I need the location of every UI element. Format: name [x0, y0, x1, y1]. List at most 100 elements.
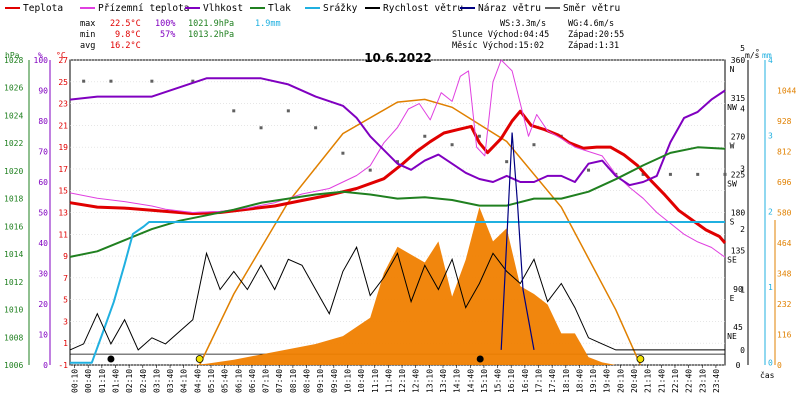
pct-tick-label: 50: [38, 209, 48, 218]
time-tick-label: 18:10: [562, 369, 571, 393]
temp-tick-label: 15: [58, 187, 68, 196]
time-tick-label: 12:40: [412, 369, 421, 393]
time-tick-label: 00:40: [84, 369, 93, 393]
time-tick-label: 20:40: [630, 369, 639, 393]
series-line-tlak: [69, 146, 726, 258]
time-tick-label: 12:10: [398, 369, 407, 393]
time-tick-label: 20:10: [616, 369, 625, 393]
plot-series: [69, 59, 727, 366]
wind-direction-point: [396, 160, 399, 164]
hpa-tick-label: 1012: [4, 278, 23, 287]
pct-tick-label: 30: [38, 270, 48, 279]
dir-tick-label: NE: [727, 332, 737, 341]
solar-radiation-area: [70, 207, 725, 365]
wm2-tick-label: 580: [777, 209, 792, 218]
time-tick-label: 23:40: [712, 369, 721, 393]
wind-direction-point: [505, 160, 509, 164]
time-tick-label: 19:10: [589, 369, 598, 393]
wind-direction-point: [450, 143, 454, 147]
time-tick-label: 09:40: [330, 369, 339, 393]
pct-tick-label: 100: [34, 56, 49, 65]
info-moon-set: Západ:1:31: [568, 41, 619, 51]
pct-tick-label: 0: [43, 361, 48, 370]
wind-direction-point: [150, 79, 154, 83]
temp-tick-label: 23: [58, 100, 68, 109]
wind-direction-point: [668, 172, 672, 176]
solar-theoretical-line: [198, 98, 642, 366]
wind-direction-point: [191, 79, 195, 83]
time-tick-label: 22:10: [671, 369, 680, 393]
time-tick-label: 08:10: [289, 369, 298, 393]
wm2-tick-label: 232: [777, 300, 792, 309]
hpa-tick-label: 1016: [4, 222, 23, 231]
stats-max-label: max: [80, 19, 95, 29]
legend-label: Vlhkost: [203, 3, 243, 14]
legend-label: Teplota: [23, 3, 63, 14]
pct-tick-label: 80: [38, 117, 48, 126]
wm2-tick-label: 348: [777, 270, 792, 279]
pct-tick-label: 10: [38, 331, 48, 340]
time-tick-label: 18:40: [575, 369, 584, 393]
temp-tick-label: 5: [63, 296, 68, 305]
time-tick-label: 17:40: [548, 369, 557, 393]
time-axis: 00:10 00:40 01:10 01:40 02:10 02:40 03:10 03:40…: [71, 365, 721, 393]
time-tick-label: 01:40: [111, 369, 120, 393]
stats-min-press: 1013.2hPa: [188, 30, 234, 40]
deg-tick-label: 135: [731, 247, 746, 256]
temp-tick-label: 1: [63, 339, 68, 348]
info-wg: WG:4.6m/s: [568, 19, 614, 29]
time-tick-label: 04:10: [180, 369, 189, 393]
time-tick-label: 23:10: [698, 369, 707, 393]
wind-direction-point: [259, 126, 263, 130]
legend-label: Směr větru: [563, 3, 620, 14]
pct-tick-label: 40: [38, 239, 48, 248]
ms-tick-label: 3: [740, 165, 745, 174]
temp-tick-label: 25: [58, 78, 68, 87]
deg-tick-label: 0: [736, 361, 741, 370]
wind-direction-point: [82, 79, 86, 83]
legend-label: Rychlost větru: [383, 3, 463, 14]
axis-label-hpa: hPa: [5, 51, 20, 60]
time-tick-label: 17:10: [535, 369, 544, 393]
hpa-tick-label: 1024: [4, 111, 23, 120]
mm-tick-label: 2: [768, 207, 773, 216]
stats-avg-label: avg: [80, 41, 95, 51]
wind-gust-line: [500, 132, 535, 351]
wind-direction-point: [109, 79, 113, 83]
time-tick-label: 05:40: [221, 369, 230, 393]
time-tick-label: 05:10: [207, 369, 216, 393]
stats-min-hum: 57%: [160, 30, 175, 40]
time-tick-label: 15:10: [480, 369, 489, 393]
sun-marker: [195, 355, 204, 363]
info-sun: Slunce Východ:04:45: [452, 30, 549, 40]
hpa-tick-label: 1010: [4, 306, 23, 315]
dir-tick-label: N: [730, 65, 735, 74]
axis-label-mm: mm: [762, 51, 772, 60]
info-ws: WS:3.3m/s: [500, 19, 546, 29]
time-tick-label: 14:10: [453, 369, 462, 393]
temp-tick-label: 7: [63, 274, 68, 283]
deg-tick-label: 315: [731, 94, 746, 103]
mm-tick-label: 0: [768, 359, 773, 368]
time-tick-label: 16:40: [521, 369, 530, 393]
ms-tick-label: 0: [740, 346, 745, 355]
time-tick-label: 01:10: [98, 369, 107, 393]
hpa-tick-label: 1028: [4, 56, 23, 65]
time-tick-label: 19:40: [603, 369, 612, 393]
series-line-p-zemn-teplota: [69, 59, 726, 258]
time-tick-label: 09:10: [316, 369, 325, 393]
wind-direction-point: [232, 109, 236, 113]
info-sun-set: Západ:20:55: [568, 30, 624, 40]
time-tick-label: 06:10: [234, 369, 243, 393]
pct-tick-label: 60: [38, 178, 48, 187]
deg-tick-label: 45: [733, 323, 743, 332]
legend-label: Srážky: [323, 3, 358, 14]
stats-avg-temp: 16.2°C: [110, 41, 141, 51]
wm2-tick-label: 0: [777, 361, 782, 370]
time-tick-label: 07:10: [262, 369, 271, 393]
mm-tick-label: 1: [768, 283, 773, 292]
time-tick-label: 06:40: [248, 369, 257, 393]
wind-direction-point: [641, 172, 645, 176]
temp-tick-label: -1: [58, 361, 68, 370]
